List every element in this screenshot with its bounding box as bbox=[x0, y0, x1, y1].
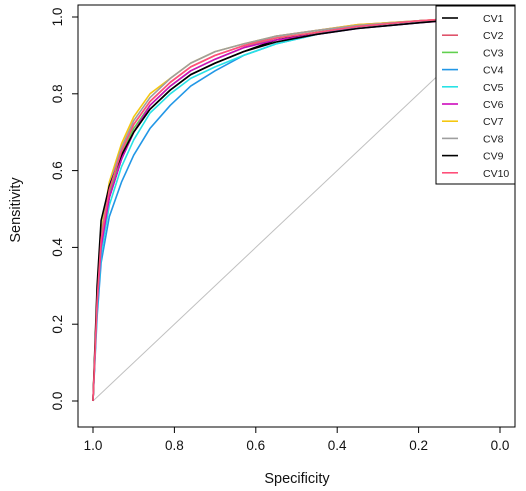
legend-label-cv4: CV4 bbox=[483, 65, 504, 77]
y-axis-title: Sensitivity bbox=[8, 177, 24, 243]
x-tick-label: 0.8 bbox=[165, 438, 184, 453]
legend: CV1 CV2 CV3 CV4 CV5 CV6 CV7 CV8 CV9 CV10 bbox=[435, 5, 516, 185]
y-tick-label: 0.0 bbox=[50, 392, 65, 411]
series-line-cv9 bbox=[92, 16, 501, 402]
legend-label-cv9: CV9 bbox=[483, 151, 504, 163]
legend-label-cv5: CV5 bbox=[483, 82, 504, 94]
x-tick-label: 0.6 bbox=[246, 438, 265, 453]
reference-diagonal-line bbox=[92, 16, 501, 402]
legend-label-cv7: CV7 bbox=[483, 116, 504, 128]
y-tick-label: 0.6 bbox=[50, 161, 65, 180]
y-tick-label: 0.8 bbox=[50, 84, 65, 103]
y-tick-label: 0.4 bbox=[50, 238, 65, 257]
series-line-cv10 bbox=[92, 16, 501, 402]
x-tick-label: 0.2 bbox=[409, 438, 428, 453]
legend-label-cv1: CV1 bbox=[483, 13, 504, 25]
x-axis-title: Specificity bbox=[264, 471, 330, 487]
legend-label-cv3: CV3 bbox=[483, 47, 504, 59]
x-tick-label: 0.4 bbox=[328, 438, 347, 453]
x-tick-label: 0.0 bbox=[491, 438, 510, 453]
x-tick-label: 1.0 bbox=[84, 438, 103, 453]
legend-label-cv6: CV6 bbox=[483, 99, 504, 111]
legend-label-cv10: CV10 bbox=[483, 168, 509, 180]
y-tick-label: 0.2 bbox=[50, 315, 65, 334]
y-tick-label: 1.0 bbox=[50, 8, 65, 27]
legend-label-cv2: CV2 bbox=[483, 30, 504, 42]
plot-frame bbox=[77, 4, 516, 428]
legend-label-cv8: CV8 bbox=[483, 133, 504, 145]
